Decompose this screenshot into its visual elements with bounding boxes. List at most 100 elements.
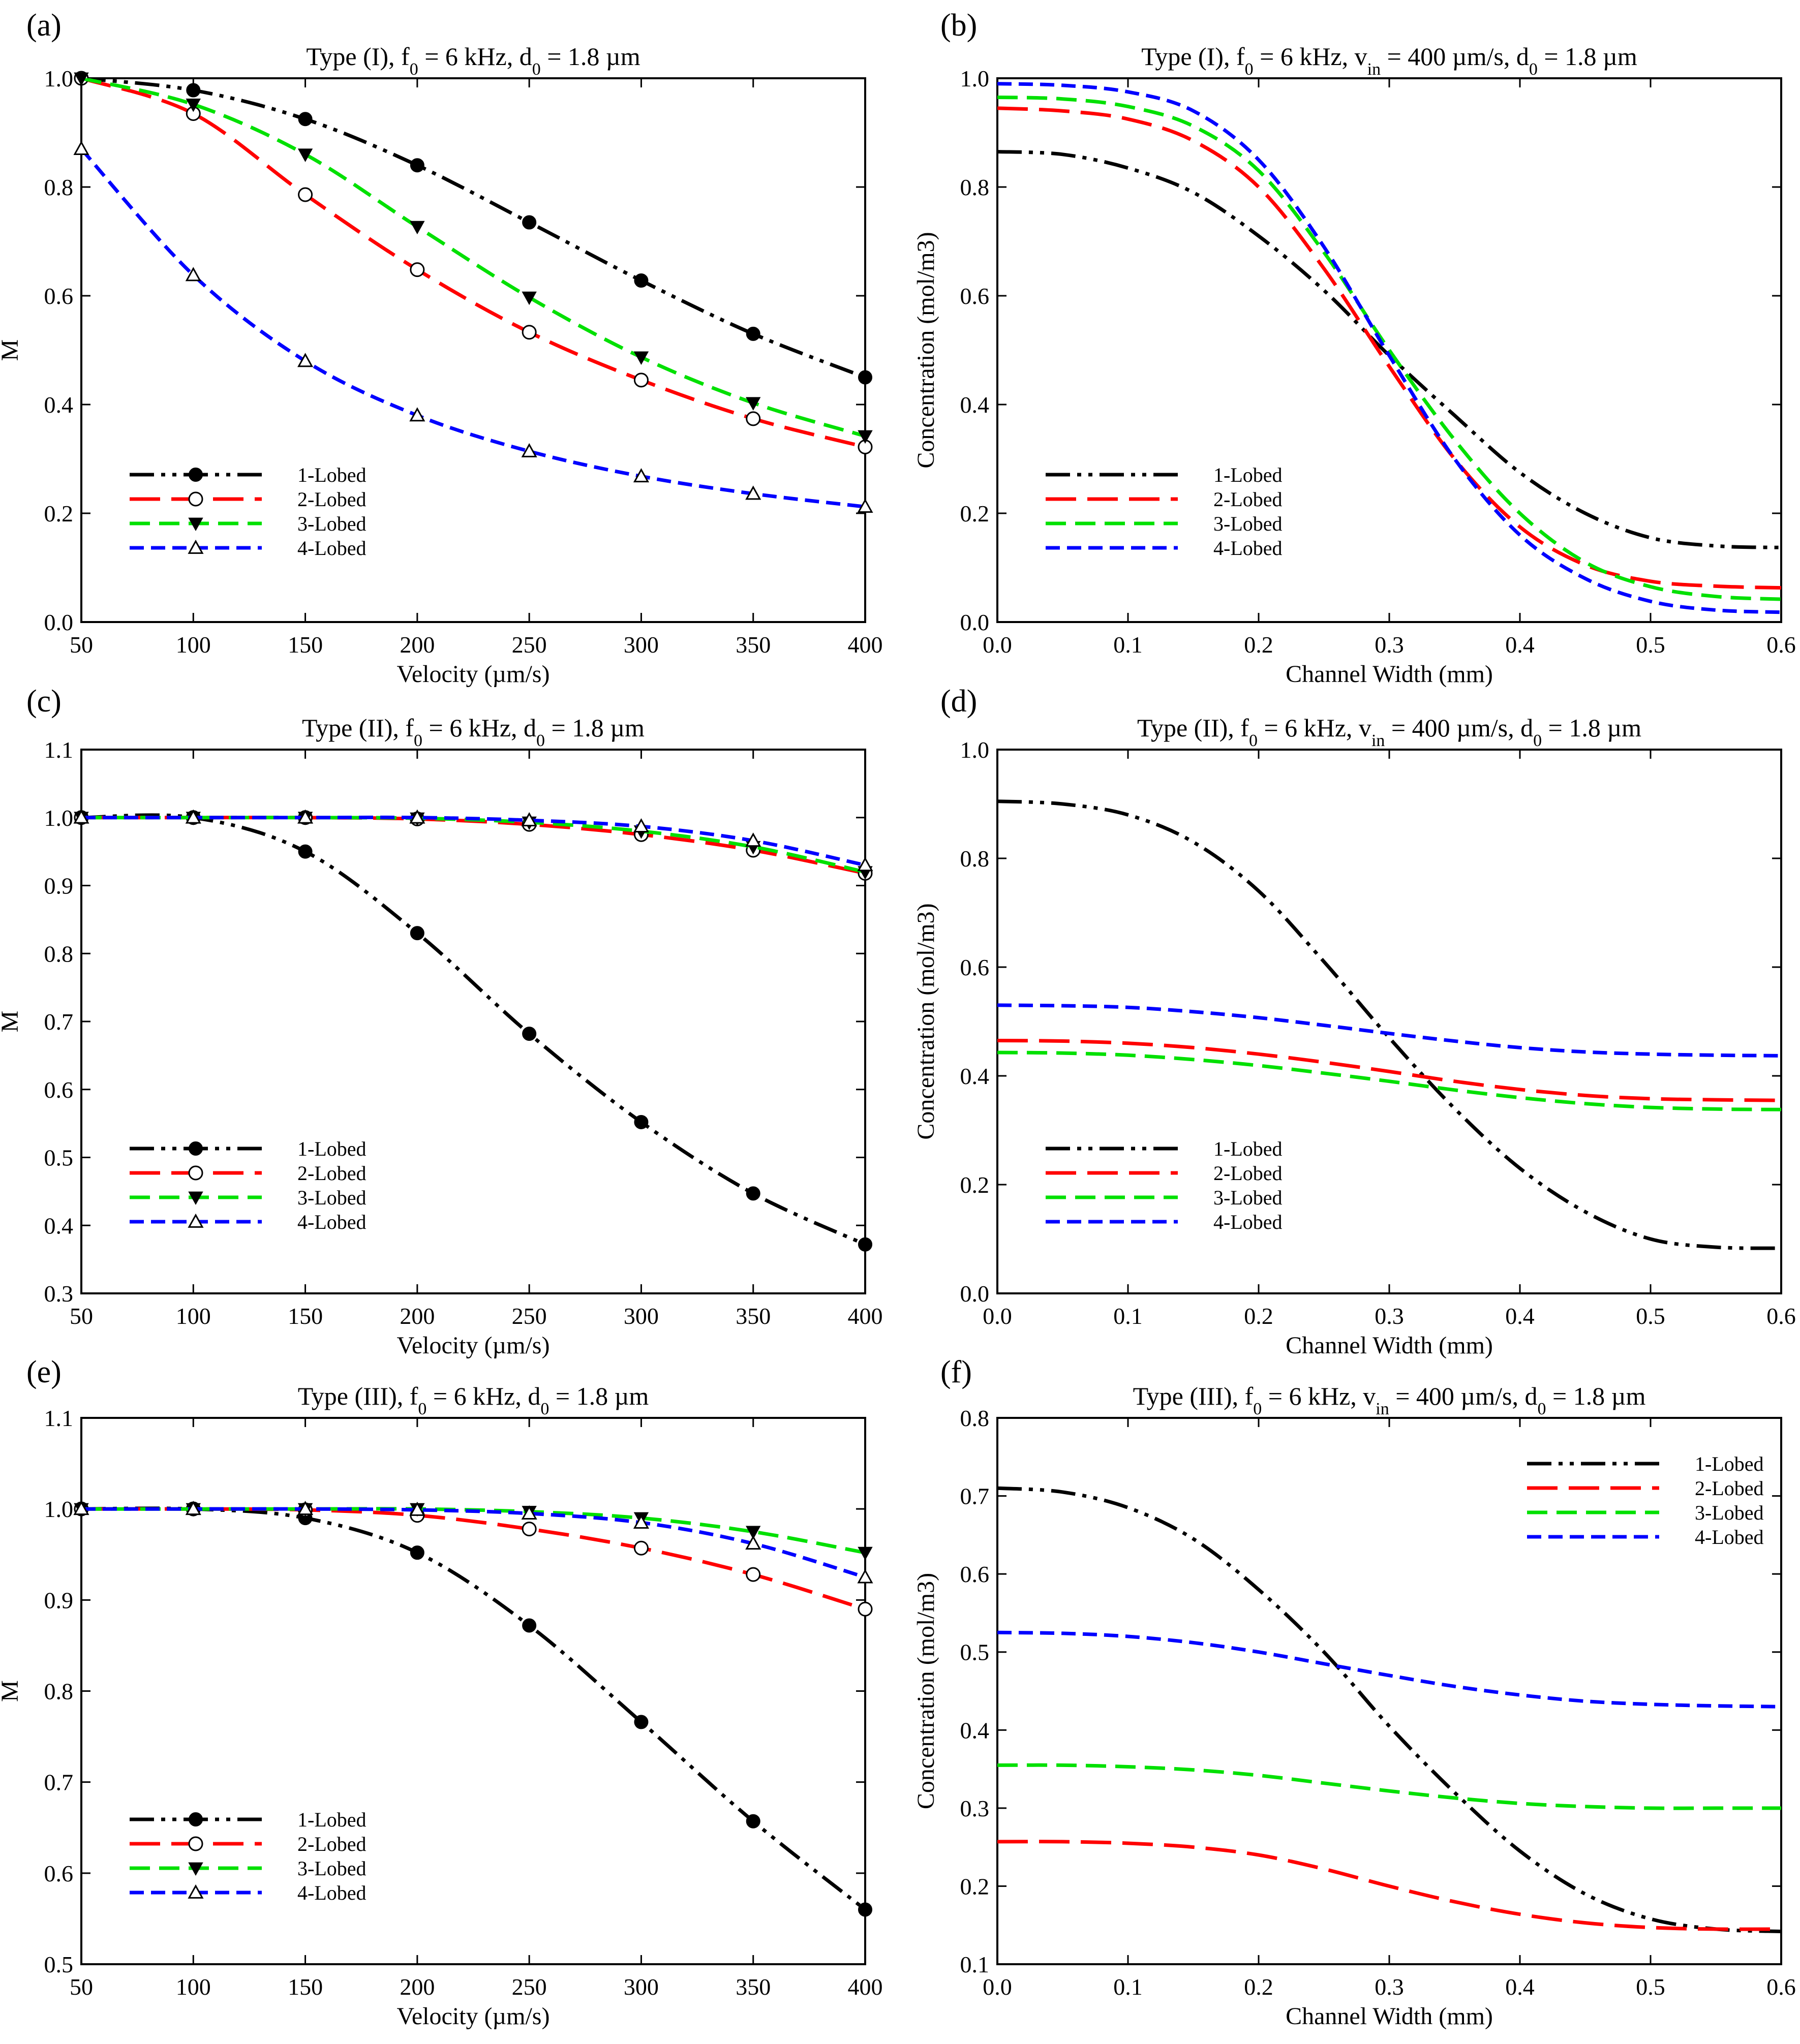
data-point-marker [297, 353, 314, 367]
x-tick-label: 50 [70, 1303, 93, 1329]
title-fragment: = 6 kHz, d [418, 42, 532, 71]
data-point-marker [746, 1567, 761, 1582]
x-tick-label: 400 [848, 1974, 883, 2000]
legend-label: 3-Lobed [1213, 1186, 1283, 1209]
series-1-lobed [997, 799, 1781, 1250]
series-3-lobed [997, 1050, 1781, 1111]
series-4-lobed [997, 82, 1781, 614]
legend-item: 4-Lobed [1046, 1211, 1283, 1233]
x-tick-label: 0.1 [1113, 632, 1143, 658]
y-tick-label: 1.0 [960, 737, 990, 763]
x-tick-label: 250 [512, 1974, 547, 2000]
data-point-marker [188, 1884, 204, 1899]
data-point-marker [189, 1141, 203, 1156]
data-point-marker [633, 468, 649, 483]
series-2-lobed [997, 1039, 1781, 1102]
y-tick-label: 1.1 [44, 737, 74, 763]
x-tick-label: 100 [176, 1303, 211, 1329]
x-tick-label: 100 [176, 1974, 211, 2000]
data-point-marker [409, 1501, 425, 1516]
series-line [997, 1763, 1781, 1810]
y-axis-label: Concentration (mol/m3) [912, 1573, 939, 1809]
legend-label: 1-Lobed [1213, 1137, 1283, 1160]
x-tick-label: 50 [70, 632, 93, 658]
y-tick-label: 1.0 [960, 66, 990, 91]
chart-title: Type (III), f0 = 6 kHz, vin = 400 µm/s, … [1133, 1382, 1646, 1418]
data-point-marker [746, 1186, 760, 1201]
x-tick-label: 200 [400, 1974, 435, 2000]
title-fragment: Type (II), f [302, 714, 414, 742]
data-point-marker [521, 1505, 537, 1520]
x-tick-label: 0.6 [1766, 1974, 1796, 2000]
title-subscript: 0 [1537, 1400, 1546, 1418]
legend-label: 3-Lobed [1695, 1501, 1764, 1524]
series-4-lobed [81, 1507, 865, 1579]
series-4-lobed [81, 147, 865, 509]
data-point-marker [73, 141, 89, 155]
legend-label: 2-Lobed [297, 488, 367, 511]
y-tick-label: 0.6 [960, 283, 990, 309]
title-fragment: = 1.8 µm [549, 1382, 649, 1410]
series-2-lobed [997, 106, 1781, 590]
chart-title: Type (II), f0 = 6 kHz, d0 = 1.8 µm [302, 714, 645, 750]
title-fragment: Type (I), f [1141, 42, 1245, 71]
y-axis-label: Concentration (mol/m3) [912, 232, 939, 468]
title-fragment: = 1.8 µm [1538, 42, 1637, 71]
data-point-marker [188, 1836, 203, 1851]
data-point-marker [297, 809, 314, 824]
x-axis-label: Channel Width (mm) [1286, 2003, 1493, 2030]
x-axis-label: Velocity (µm/s) [397, 2003, 550, 2030]
y-tick-label: 0.0 [960, 1281, 990, 1307]
x-tick-label: 350 [736, 1303, 771, 1329]
data-point-marker [857, 1569, 873, 1584]
data-point-marker [858, 1237, 872, 1252]
data-point-marker [746, 397, 761, 411]
x-tick-label: 0.4 [1505, 632, 1535, 658]
series-line [81, 815, 865, 867]
title-subscript: in [1376, 1400, 1389, 1418]
title-fragment: = 1.8 µm [1542, 714, 1641, 742]
x-tick-label: 0.4 [1505, 1303, 1535, 1329]
y-axis-label: M [0, 1680, 23, 1702]
x-tick-label: 0.6 [1766, 632, 1796, 658]
x-tick-label: 0.0 [983, 1303, 1012, 1329]
data-point-marker [185, 267, 201, 282]
legend-item: 4-Lobed [130, 1211, 367, 1233]
y-tick-label: 1.0 [44, 66, 74, 91]
title-fragment: = 1.8 µm [545, 714, 645, 742]
x-tick-label: 0.0 [983, 1974, 1012, 2000]
y-tick-label: 0.6 [44, 1077, 74, 1103]
legend-item: 4-Lobed [1527, 1526, 1764, 1549]
data-point-marker [188, 1862, 203, 1876]
series-line [997, 1003, 1781, 1058]
data-point-marker [188, 517, 203, 532]
plot-area-frame [996, 1417, 1782, 1965]
data-point-marker [634, 1114, 649, 1129]
x-tick-label: 0.2 [1244, 632, 1273, 658]
series-line [997, 1486, 1781, 1933]
legend-item: 2-Lobed [1046, 488, 1283, 511]
panel-label: (e) [26, 1355, 62, 1389]
y-tick-label: 0.6 [44, 283, 74, 309]
data-point-marker [298, 187, 313, 202]
data-point-marker [189, 468, 203, 482]
x-tick-label: 0.0 [983, 632, 1012, 658]
series-3-lobed [997, 1763, 1781, 1810]
series-line [81, 813, 865, 1246]
x-tick-label: 0.5 [1636, 1303, 1665, 1329]
x-tick-label: 400 [848, 1303, 883, 1329]
x-tick-label: 400 [848, 632, 883, 658]
data-point-marker [189, 1812, 203, 1826]
chart-panel-e: (e)Type (III), f0 = 6 kHz, d0 = 1.8 µm50… [0, 1355, 883, 2030]
data-point-marker [410, 158, 424, 173]
data-point-marker [634, 1715, 649, 1729]
series-line [81, 1507, 865, 1611]
legend-item: 2-Lobed [130, 488, 367, 511]
legend-label: 1-Lobed [1213, 463, 1283, 486]
title-subscript: 0 [536, 731, 545, 750]
series-4-lobed [997, 1003, 1781, 1058]
y-tick-label: 0.2 [44, 501, 74, 527]
legend-item: 1-Lobed [1046, 1137, 1283, 1160]
data-point-marker [633, 1540, 649, 1556]
